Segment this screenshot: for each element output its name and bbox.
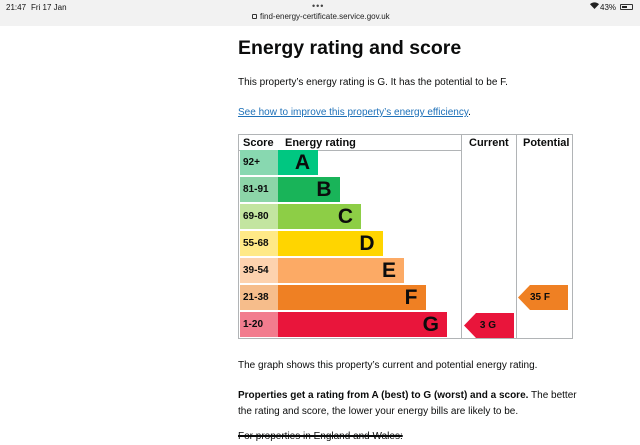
score-range: 21-38 [240,285,278,310]
rating-bar: E [278,258,404,283]
battery-percent: 43% [600,3,617,12]
header-current: Current [469,137,509,149]
header-divider [239,150,461,151]
energy-rating-chart: Score Energy rating Current Potential 92… [238,134,573,339]
main-content: Energy rating and score This property’s … [238,36,578,118]
header-score: Score [243,137,274,149]
status-bar: 21:47 Fri 17 Jan ••• find-energy-certifi… [0,0,640,26]
score-range: 55-68 [240,231,278,256]
improve-efficiency-link[interactable]: See how to improve this property’s energ… [238,107,469,118]
ratings-explanation-bold: Properties get a rating from A (best) to… [238,390,529,401]
score-range: 92+ [240,150,278,175]
rating-letter: D [359,232,375,255]
graph-note: The graph shows this property’s current … [238,360,538,371]
improve-link-paragraph: See how to improve this property’s energ… [238,106,471,120]
rating-bar: F [278,285,426,310]
current-column-divider [461,135,462,339]
rating-letter: G [422,313,439,336]
potential-column-divider [516,135,517,339]
header-energy-rating: Energy rating [285,137,356,149]
page-title: Energy rating and score [238,37,462,59]
header-potential: Potential [523,137,570,149]
status-time: 21:47 [6,3,27,12]
link-period: . [468,107,471,118]
status-date: Fri 17 Jan [31,3,67,12]
potential-rating-arrow: 35 F [518,285,568,310]
score-range: 81-91 [240,177,278,202]
rating-letter: C [337,205,353,228]
tab-overview-dots-icon[interactable]: ••• [312,1,325,11]
current-rating-arrow: 3 G [464,313,514,338]
rating-letter: A [294,151,310,174]
lock-icon [252,14,257,19]
rating-summary: This property’s energy rating is G. It h… [238,77,508,88]
current-rating-label: 3 G [479,320,496,331]
england-wales-heading: For properties in England and Wales: [238,431,403,442]
rating-letter: E [381,259,396,282]
rating-letter: B [316,178,332,201]
wifi-icon [590,2,599,11]
battery-icon [620,4,633,10]
rating-bar: C [278,204,361,229]
rating-bar: B [278,177,340,202]
ratings-explanation-rest: The better the rating and score, the low… [238,390,577,417]
rating-bar: G [278,312,447,337]
address-bar[interactable]: find-energy-certificate.service.gov.uk [252,12,390,21]
score-range: 69-80 [240,204,278,229]
battery-level [622,6,627,8]
rating-letter: F [404,286,418,309]
score-range: 1-20 [240,312,278,337]
rating-bar: D [278,231,383,256]
ratings-explanation: Properties get a rating from A (best) to… [238,388,578,420]
score-range: 39-54 [240,258,278,283]
potential-rating-label: 35 F [529,292,550,303]
rating-bar: A [278,150,318,175]
address-bar-url: find-energy-certificate.service.gov.uk [260,12,390,21]
